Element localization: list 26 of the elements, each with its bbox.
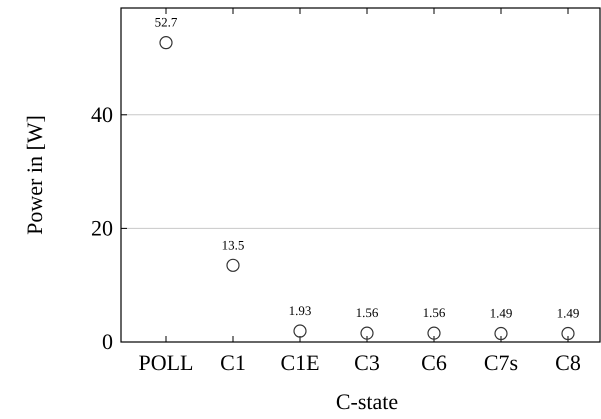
x-tick-label: C8 [555,350,581,375]
x-axis-title: C-state [336,389,398,414]
data-label: 1.93 [288,303,312,318]
data-label: 1.56 [422,305,446,320]
y-tick-label: 0 [102,329,113,354]
point [561,326,575,340]
point [293,324,307,338]
y-tick-label: 20 [91,215,113,240]
x-tick-label: POLL [138,350,194,375]
point [360,326,374,340]
x-tick-label: C1E [280,350,320,375]
y-axis-title: Power in [W] [22,115,47,235]
data-label: 1.56 [356,305,379,320]
data-label: 1.49 [556,306,580,321]
x-tick-label: C1 [220,350,246,375]
point [159,36,173,50]
point [226,258,240,272]
point [427,326,441,340]
x-tick-label: C7s [484,350,518,375]
y-tick-label: 40 [91,102,113,127]
data-label: 1.49 [490,306,512,321]
x-tick-label: C3 [354,350,380,375]
data-label: 52.7 [154,14,178,30]
x-tick-label: C6 [421,350,447,375]
point [494,326,508,340]
data-label: 13.5 [222,237,244,252]
